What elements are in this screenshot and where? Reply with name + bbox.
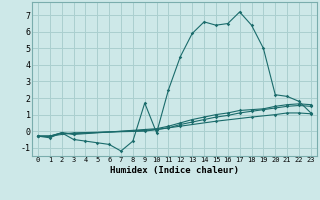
X-axis label: Humidex (Indice chaleur): Humidex (Indice chaleur): [110, 166, 239, 175]
